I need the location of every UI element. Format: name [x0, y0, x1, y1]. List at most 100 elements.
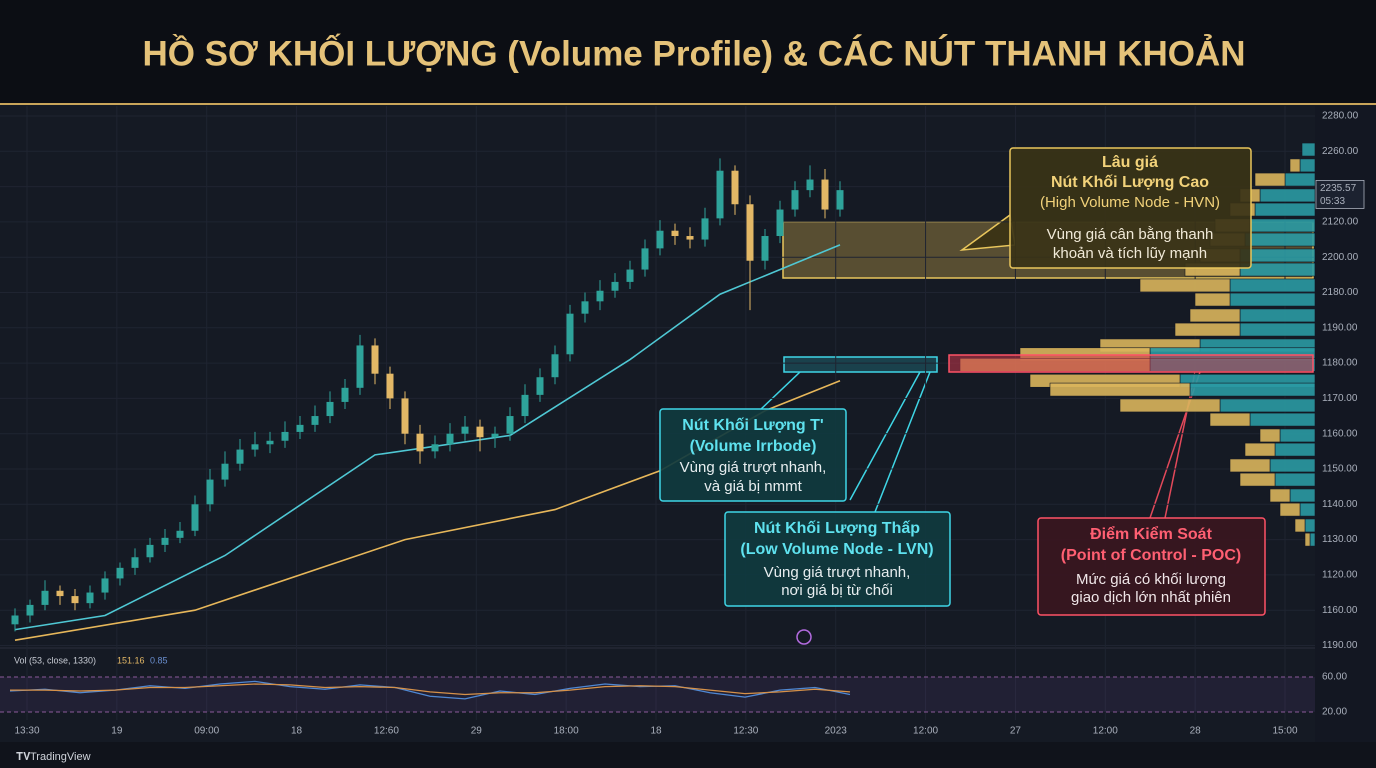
footer-band — [0, 742, 1376, 768]
profile-bar — [1229, 278, 1316, 293]
profile-bar — [1254, 172, 1286, 187]
profile-bar — [1229, 292, 1316, 307]
candle-body — [86, 592, 94, 604]
candle-body — [596, 290, 604, 302]
profile-bar — [1289, 158, 1301, 173]
profile-bar — [1239, 308, 1316, 323]
profile-bar — [1249, 412, 1316, 427]
time-axis-label: 12:00 — [913, 726, 938, 737]
price-axis-label: 1130.00 — [1322, 534, 1358, 545]
candle-body — [686, 236, 694, 240]
candle-body — [776, 209, 784, 237]
candle-body — [626, 269, 634, 282]
profile-bar — [1209, 412, 1251, 427]
profile-bar — [1299, 158, 1316, 173]
annotation-text: (Low Volume Node - LVN) — [740, 541, 933, 558]
price-axis-label: 1190.00 — [1322, 640, 1358, 651]
annotation-text: Điểm Kiểm Soát — [1090, 525, 1212, 543]
price-axis-label: 1170.00 — [1322, 393, 1358, 404]
candle-body — [146, 544, 154, 558]
time-axis-label: 27 — [1010, 726, 1022, 737]
candle-body — [296, 424, 304, 432]
candle-body — [131, 557, 139, 568]
candle-body — [266, 440, 274, 445]
profile-bar — [1299, 502, 1316, 517]
oscillator-value: 151.16 — [117, 655, 145, 665]
profile-bar — [1274, 472, 1316, 487]
profile-bar — [1309, 532, 1316, 547]
moving-average — [14, 244, 841, 631]
candle-body — [476, 426, 484, 438]
candle-body — [746, 204, 754, 261]
candle-body — [491, 433, 499, 438]
annotation-text: Mức giá có khối lượng — [1076, 571, 1226, 588]
profile-bar — [1269, 488, 1291, 503]
profile-bar — [1284, 172, 1316, 187]
price-axis-label: 1120.00 — [1322, 570, 1358, 581]
annotation-text: nơi giá bị từ chối — [781, 582, 893, 599]
candle-body — [671, 230, 679, 237]
candle-body — [581, 301, 589, 314]
candle-body — [701, 218, 709, 240]
profile-bar — [1269, 458, 1316, 473]
price-axis — [1315, 106, 1376, 742]
profile-bar — [1259, 428, 1281, 443]
candle-body — [101, 578, 109, 593]
profile-bar — [1239, 322, 1316, 337]
profile-bar — [1174, 322, 1241, 337]
hvn-box — [1009, 147, 1252, 269]
candle-body — [641, 248, 649, 270]
candle-body — [566, 313, 574, 355]
annotation-text: và giá bị nmmt — [704, 478, 802, 495]
time-axis-label: 18 — [650, 726, 662, 737]
time-axis-label: 12:60 — [374, 726, 399, 737]
candle-body — [176, 530, 184, 538]
profile-bar — [1289, 488, 1316, 503]
poc-box — [1037, 517, 1266, 616]
candle-body — [791, 190, 799, 210]
profile-bar — [1119, 398, 1221, 413]
price-badge-value: 2235.57 — [1320, 183, 1357, 194]
price-axis-label: 1160.00 — [1322, 428, 1358, 439]
annotation-text: Nút Khối Lượng Cao — [1051, 174, 1209, 191]
price-badge — [1315, 180, 1365, 209]
candle-body — [836, 190, 844, 210]
time-axis-label: 28 — [1190, 726, 1202, 737]
candle-body — [431, 444, 439, 452]
footer-logo: 𝐓𝐕 — [16, 751, 31, 763]
candle-body — [371, 345, 379, 374]
candle-body — [341, 387, 349, 402]
candle-body — [41, 590, 49, 605]
price-axis-label: 1160.00 — [1322, 605, 1358, 616]
annotation-text: khoản và tích lũy mạnh — [1053, 245, 1207, 262]
candle-body — [326, 401, 334, 417]
time-axis-label: 12:00 — [1093, 726, 1118, 737]
price-axis-label: 2200.00 — [1322, 252, 1359, 263]
annotation-text: Nút Khối Lượng Thấp — [754, 520, 920, 537]
price-axis-label: 1190.00 — [1322, 322, 1358, 333]
chart-title: HỒ SƠ KHỐI LƯỢNG (Volume Profile) & CÁC … — [142, 33, 1245, 73]
profile-bar — [1139, 278, 1231, 293]
profile-bar — [1229, 458, 1271, 473]
profile-bar — [1304, 532, 1311, 547]
price-axis-label: 1140.00 — [1322, 499, 1358, 510]
candle-body — [386, 373, 394, 399]
oscillator-line — [10, 683, 851, 696]
candle-body — [116, 567, 124, 579]
candle-body — [221, 463, 229, 480]
candle-body — [551, 354, 559, 378]
oscillator-value: 0.85 — [150, 655, 168, 665]
time-axis-label: 2023 — [825, 726, 848, 737]
candle-body — [26, 604, 34, 616]
annotation-text: Vùng giá cân bằng thanh — [1047, 226, 1214, 243]
candle-body — [311, 416, 319, 425]
price-axis-label: 1180.00 — [1322, 358, 1358, 369]
time-axis-label: 15:00 — [1272, 726, 1297, 737]
profile-bar — [1279, 428, 1316, 443]
annotation-text: (High Volume Node - HVN) — [1040, 194, 1220, 211]
oscillator-line — [9, 680, 851, 700]
candle-body — [56, 590, 64, 597]
candle-body — [191, 504, 199, 531]
oscillator-label: Vol (53, close, 1330) — [14, 655, 96, 665]
candle-body — [521, 394, 529, 417]
